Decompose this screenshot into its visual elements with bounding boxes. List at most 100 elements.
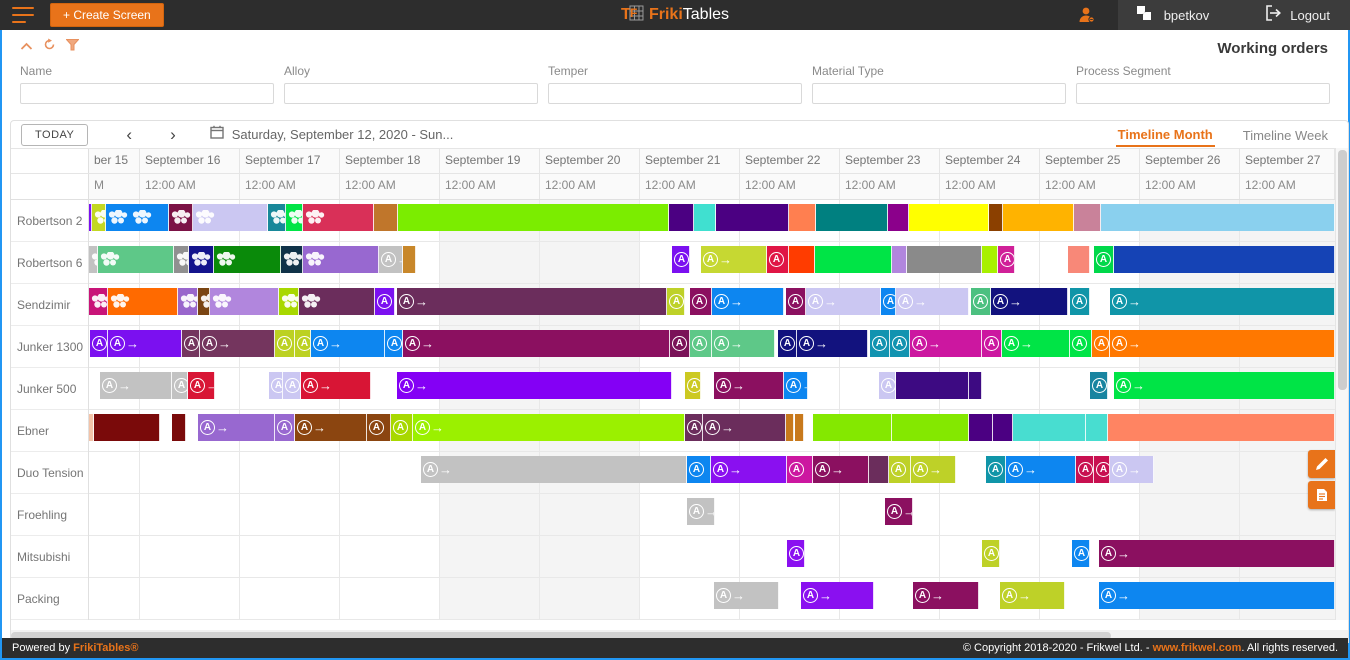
document-button[interactable]	[1308, 481, 1335, 509]
order-bar[interactable]: A	[1072, 540, 1090, 567]
order-bar[interactable]	[92, 204, 106, 231]
order-bar[interactable]: A→	[813, 456, 869, 483]
order-bar[interactable]: A	[986, 456, 1006, 483]
order-bar[interactable]: A	[1092, 330, 1110, 357]
order-bar[interactable]	[178, 288, 198, 315]
order-bar[interactable]: A→	[100, 372, 172, 399]
order-bar[interactable]: A	[786, 288, 806, 315]
order-bar[interactable]	[869, 456, 889, 483]
order-bar[interactable]: A	[672, 246, 690, 273]
vertical-scrollbar[interactable]	[1335, 148, 1348, 620]
chevron-left-icon[interactable]: ‹	[126, 125, 133, 144]
order-bar[interactable]: A→	[295, 414, 367, 441]
order-bar[interactable]: A	[890, 330, 910, 357]
order-bar[interactable]	[909, 204, 989, 231]
order-bar[interactable]: A	[375, 288, 395, 315]
collapse-icon[interactable]	[20, 38, 33, 56]
order-bar[interactable]: A→	[703, 414, 786, 441]
order-bar[interactable]: A→	[1110, 456, 1154, 483]
order-bar[interactable]: A	[1076, 456, 1094, 483]
order-bar[interactable]	[198, 288, 210, 315]
order-bar[interactable]: A→	[784, 372, 808, 399]
order-bar[interactable]: A→	[397, 372, 672, 399]
order-bar[interactable]: A	[182, 330, 200, 357]
order-bar[interactable]	[989, 204, 1003, 231]
order-bar[interactable]: A	[687, 456, 711, 483]
order-bar[interactable]: A→	[1099, 582, 1335, 609]
order-bar[interactable]: A	[787, 456, 813, 483]
order-bar[interactable]	[892, 246, 907, 273]
order-bar[interactable]	[969, 372, 982, 399]
order-bar[interactable]	[374, 204, 398, 231]
order-bar[interactable]	[1013, 414, 1086, 441]
order-bar[interactable]: A	[670, 330, 690, 357]
tab-timeline-week[interactable]: Timeline Week	[1242, 128, 1328, 143]
order-bar[interactable]: A→	[712, 330, 775, 357]
order-bar[interactable]: A→	[1114, 372, 1335, 399]
order-bar[interactable]	[193, 204, 268, 231]
order-bar[interactable]	[286, 204, 303, 231]
order-bar[interactable]: A	[275, 330, 295, 357]
order-bar[interactable]: A	[778, 330, 797, 357]
order-bar[interactable]: A→	[910, 330, 982, 357]
filter-funnel-icon[interactable]	[65, 38, 80, 56]
order-bar[interactable]: A	[1090, 372, 1108, 399]
tab-timeline-month[interactable]: Timeline Month	[1115, 122, 1215, 147]
order-bar[interactable]: A→	[896, 288, 969, 315]
order-bar[interactable]: A→	[1002, 330, 1070, 357]
order-bar[interactable]: A	[982, 330, 1002, 357]
order-bar[interactable]: A→	[379, 246, 403, 273]
order-bar[interactable]: A	[982, 540, 1000, 567]
order-bar[interactable]	[1086, 414, 1108, 441]
order-bar[interactable]: A	[1070, 330, 1092, 357]
order-bar[interactable]	[1114, 246, 1335, 273]
refresh-icon[interactable]	[43, 38, 56, 56]
logout-button[interactable]: Logout	[1225, 0, 1350, 30]
order-bar[interactable]	[403, 246, 416, 273]
order-bar[interactable]: A→	[200, 330, 275, 357]
order-bar[interactable]	[907, 246, 982, 273]
order-bar[interactable]: A→	[712, 288, 784, 315]
order-bar[interactable]	[694, 204, 716, 231]
order-bar[interactable]	[813, 414, 892, 441]
order-bar[interactable]: A	[90, 330, 108, 357]
process-segment-input[interactable]	[1076, 83, 1330, 104]
order-bar[interactable]: A→	[1000, 582, 1065, 609]
order-bar[interactable]: A→	[1110, 330, 1335, 357]
edit-button[interactable]	[1308, 450, 1335, 478]
order-bar[interactable]	[268, 204, 286, 231]
order-bar[interactable]	[795, 414, 804, 441]
order-bar[interactable]	[98, 246, 174, 273]
order-bar[interactable]	[89, 246, 98, 273]
order-bar[interactable]	[816, 204, 888, 231]
order-bar[interactable]: A→	[913, 582, 979, 609]
order-bar[interactable]	[189, 246, 214, 273]
temper-input[interactable]	[548, 83, 802, 104]
order-bar[interactable]	[299, 288, 375, 315]
order-bar[interactable]: A→	[301, 372, 371, 399]
order-bar[interactable]	[993, 414, 1013, 441]
order-bar[interactable]	[892, 414, 969, 441]
order-bar[interactable]: A	[879, 372, 896, 399]
name-input[interactable]	[20, 83, 274, 104]
order-bar[interactable]: A	[295, 330, 311, 357]
order-bar[interactable]: A	[391, 414, 413, 441]
order-bar[interactable]	[279, 288, 299, 315]
order-bar[interactable]: A	[971, 288, 991, 315]
order-bar[interactable]: A	[385, 330, 403, 357]
order-bar[interactable]: A→	[911, 456, 956, 483]
order-bar[interactable]: A	[667, 288, 685, 315]
order-bar[interactable]: A→	[701, 246, 767, 273]
alloy-input[interactable]	[284, 83, 538, 104]
chevron-right-icon[interactable]: ›	[170, 125, 176, 144]
order-bar[interactable]: A→	[108, 330, 182, 357]
footer-brand-link[interactable]: FrikiTables®	[73, 642, 139, 654]
order-bar[interactable]	[214, 246, 281, 273]
order-bar[interactable]	[789, 204, 816, 231]
order-bar[interactable]: A	[881, 288, 896, 315]
order-bar[interactable]: A→	[797, 330, 868, 357]
order-bar[interactable]: A	[690, 288, 712, 315]
order-bar[interactable]	[786, 414, 794, 441]
order-bar[interactable]	[94, 414, 160, 441]
order-bar[interactable]	[716, 204, 789, 231]
